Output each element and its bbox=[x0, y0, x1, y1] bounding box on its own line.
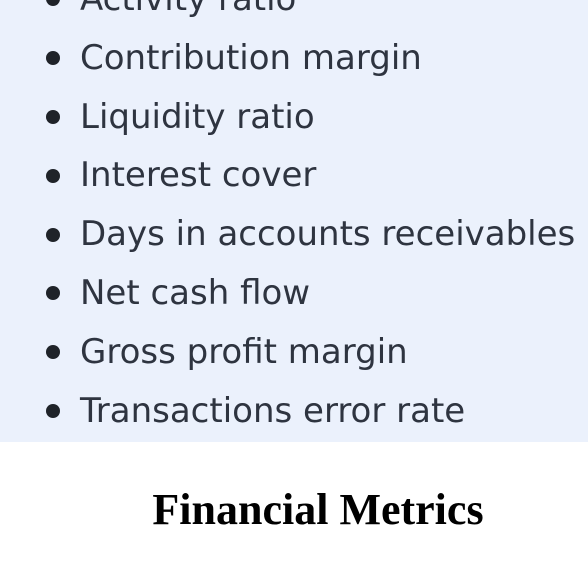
list-item-label: Liquidity ratio bbox=[80, 96, 315, 137]
bullet-icon bbox=[46, 0, 60, 7]
bullet-icon bbox=[46, 227, 60, 242]
list-item-label: Gross profit margin bbox=[80, 331, 408, 372]
list-item: Activity ratio bbox=[0, 0, 588, 29]
bullet-icon bbox=[46, 168, 60, 183]
list-item: Days in accounts receivables bbox=[0, 205, 588, 264]
bullet-icon bbox=[46, 109, 60, 124]
list-item: Contribution margin bbox=[0, 29, 588, 88]
list-item-label: Net cash flow bbox=[80, 272, 311, 313]
list-item: Transactions error rate bbox=[0, 382, 588, 441]
list-item-label: Transactions error rate bbox=[80, 390, 466, 431]
bullet-icon bbox=[46, 286, 60, 301]
list-item-label: Interest cover bbox=[80, 155, 317, 196]
metrics-panel: Activity ratio Contribution margin Liqui… bbox=[0, 0, 588, 442]
list-item-label: Days in accounts receivables bbox=[80, 214, 576, 255]
metrics-list: Activity ratio Contribution margin Liqui… bbox=[0, 0, 588, 441]
list-item: Gross profit margin bbox=[0, 323, 588, 382]
bullet-icon bbox=[46, 345, 60, 360]
list-item: Net cash flow bbox=[0, 264, 588, 323]
bullet-icon bbox=[46, 51, 60, 66]
list-item-label: Contribution margin bbox=[80, 37, 422, 78]
figure-caption: Financial Metrics bbox=[152, 485, 484, 534]
bullet-icon bbox=[46, 403, 60, 418]
list-item: Liquidity ratio bbox=[0, 88, 588, 147]
list-item-label: Activity ratio bbox=[80, 0, 296, 19]
list-item: Interest cover bbox=[0, 146, 588, 205]
